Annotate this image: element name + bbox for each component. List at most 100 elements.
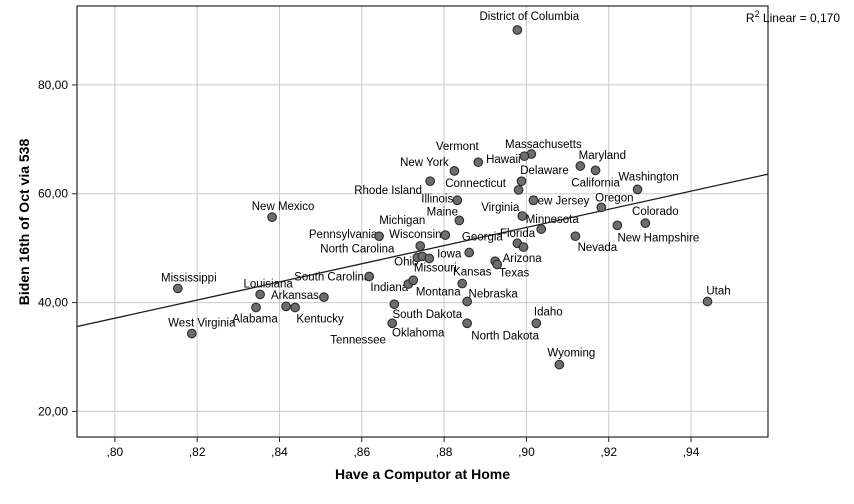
- point-label: Virginia: [481, 202, 520, 214]
- point-label: New Mexico: [252, 201, 315, 213]
- data-point: [612, 220, 623, 231]
- data-point: [512, 25, 523, 35]
- x-tick-label: ,90: [518, 445, 535, 459]
- point-label: Ohio: [394, 256, 418, 268]
- point-label: North Dakota: [471, 330, 539, 342]
- data-point: [464, 247, 475, 258]
- point-label: District of Columbia: [480, 11, 580, 23]
- y-tick-label: 80,00: [38, 78, 68, 92]
- point-label: Oregon: [595, 192, 633, 204]
- data-point: [408, 275, 419, 286]
- x-tick-label: ,86: [353, 445, 370, 459]
- data-point: [516, 176, 527, 187]
- point-label: Arizona: [503, 253, 543, 265]
- point-label: New Jersey: [529, 195, 589, 207]
- point-label: Vermont: [436, 141, 480, 153]
- point-label: Indiana: [370, 282, 408, 294]
- point-label: Tennessee: [330, 334, 386, 346]
- x-tick-label: ,82: [189, 445, 206, 459]
- data-point: [632, 184, 643, 195]
- data-point: [517, 211, 528, 221]
- data-point: [374, 231, 384, 242]
- point-label: Illinois: [421, 193, 453, 205]
- point-label: Delaware: [520, 165, 569, 177]
- point-label: Missouri: [414, 263, 457, 275]
- point-label: Idaho: [534, 306, 563, 318]
- data-point: [255, 289, 265, 300]
- data-point: [590, 165, 601, 176]
- data-point: [473, 157, 484, 168]
- data-point: [290, 302, 300, 313]
- data-point: [575, 161, 586, 171]
- data-point: [640, 218, 651, 228]
- y-tick-label: 60,00: [38, 187, 68, 201]
- r-squared-annotation: R2 Linear = 0,170: [745, 9, 840, 25]
- point-label: Maryland: [579, 150, 626, 162]
- point-label: Maine: [427, 206, 458, 218]
- point-label: Texas: [499, 267, 529, 279]
- data-point: [319, 292, 329, 302]
- point-label: Iowa: [437, 249, 462, 261]
- data-point: [454, 215, 465, 226]
- data-point: [449, 166, 460, 176]
- data-point: [519, 151, 530, 162]
- data-point: [513, 185, 524, 195]
- data-point: [452, 195, 463, 206]
- point-label: South Dakota: [392, 309, 462, 321]
- x-tick-label: ,84: [271, 445, 288, 459]
- data-point: [389, 299, 400, 310]
- point-label: Utah: [706, 285, 730, 297]
- point-label: Nebraska: [469, 288, 519, 300]
- x-tick-label: ,92: [600, 445, 617, 459]
- point-label: Wyoming: [547, 348, 595, 360]
- point-label: Rhode Island: [354, 185, 422, 197]
- point-label: Wisconsin: [389, 229, 441, 241]
- data-point: [457, 278, 468, 289]
- point-label: Connecticut: [445, 178, 507, 190]
- data-point: [528, 195, 539, 206]
- y-axis-title: Biden 16th of Oct via 538: [16, 138, 32, 306]
- plot-frame: [76, 5, 769, 438]
- point-label: Arkansas: [271, 290, 319, 302]
- point-label: Minnesota: [526, 214, 580, 226]
- data-point: [462, 296, 473, 307]
- point-label: North Carolina: [320, 243, 395, 255]
- y-tick-label: 40,00: [38, 296, 68, 310]
- data-point: [440, 230, 451, 240]
- point-label: Massachusetts: [505, 139, 582, 151]
- x-tick-label: ,94: [683, 445, 700, 459]
- data-point: [531, 318, 542, 329]
- data-point: [518, 242, 529, 252]
- data-point: [364, 271, 375, 282]
- point-label: New Hampshire: [617, 232, 699, 244]
- data-point: [536, 224, 547, 234]
- data-point: [267, 212, 277, 222]
- data-point: [281, 301, 291, 312]
- data-point: [596, 202, 607, 213]
- data-point: [424, 253, 435, 264]
- point-label: Washington: [618, 171, 678, 183]
- point-label: Kentucky: [296, 313, 344, 325]
- y-tick-label: 20,00: [38, 404, 68, 418]
- data-point: [172, 283, 183, 294]
- point-label: California: [571, 177, 620, 189]
- data-point: [387, 318, 398, 329]
- data-point: [415, 241, 426, 251]
- point-label: South Carolina: [294, 271, 371, 283]
- fit-line: [76, 173, 769, 328]
- data-point: [702, 296, 713, 307]
- point-label: Michigan: [379, 215, 425, 227]
- point-label: New York: [400, 157, 449, 169]
- data-point: [570, 231, 581, 242]
- point-label: Alabama: [232, 313, 278, 325]
- data-point: [554, 359, 565, 370]
- point-label: Hawaii: [486, 154, 521, 166]
- point-label: Kansas: [453, 267, 492, 279]
- data-point: [186, 328, 197, 339]
- data-point: [425, 176, 435, 187]
- x-tick-label: ,88: [436, 445, 453, 459]
- data-point: [462, 318, 473, 329]
- point-label: Oklahoma: [392, 327, 445, 339]
